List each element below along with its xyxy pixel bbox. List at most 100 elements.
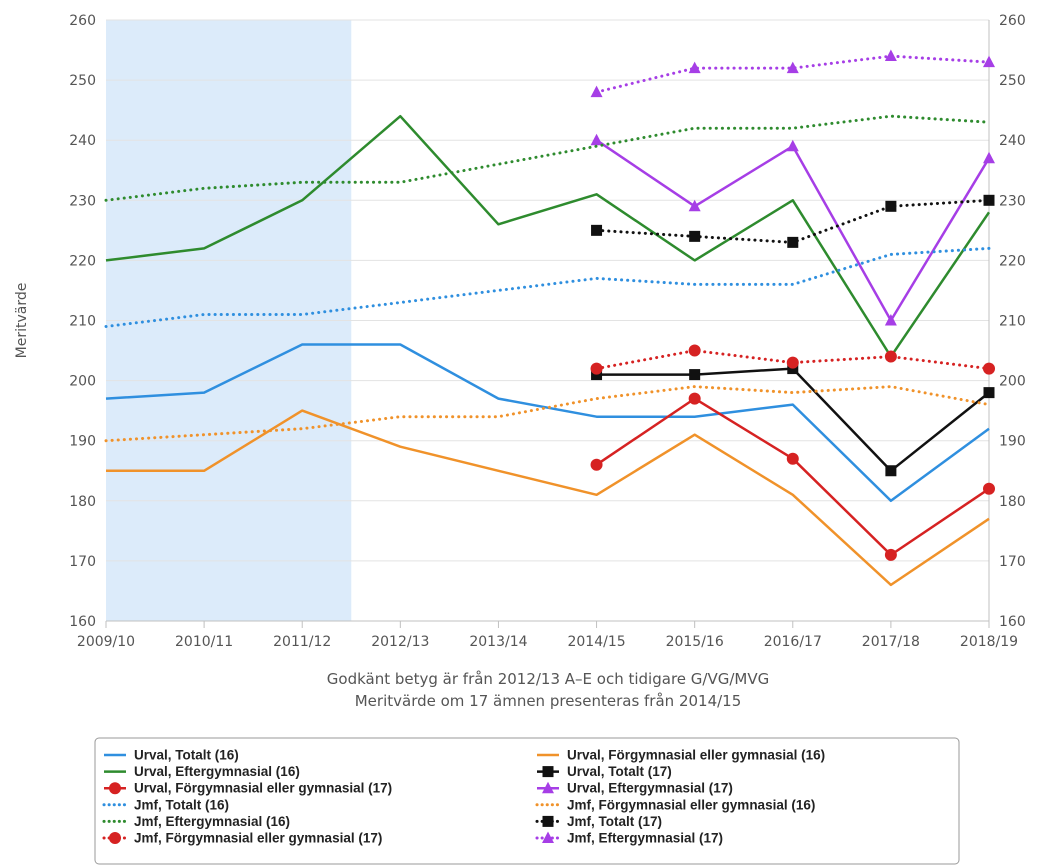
series-4[interactable] bbox=[591, 363, 995, 477]
legend-item[interactable]: Urval, Eftergymnasial (16) bbox=[104, 764, 300, 779]
series-5[interactable] bbox=[590, 392, 995, 561]
series-line[interactable] bbox=[104, 246, 991, 328]
x-tick-label: 2011/12 bbox=[273, 634, 331, 650]
data-point[interactable] bbox=[885, 200, 897, 212]
legend-item[interactable]: Jmf, Eftergymnasial (16) bbox=[102, 814, 290, 829]
series-line[interactable] bbox=[106, 409, 990, 587]
legend-label: Urval, Totalt (16) bbox=[134, 748, 239, 763]
data-point[interactable] bbox=[590, 458, 603, 471]
series-10[interactable] bbox=[591, 194, 995, 248]
data-point[interactable] bbox=[884, 49, 897, 62]
data-point[interactable] bbox=[590, 85, 603, 98]
y-tick-left: 220 bbox=[69, 253, 96, 269]
gridlines bbox=[106, 19, 990, 622]
data-point[interactable] bbox=[884, 548, 897, 561]
legend-item[interactable]: Urval, Förgymnasial eller gymnasial (17) bbox=[104, 781, 392, 796]
data-point[interactable] bbox=[688, 199, 701, 212]
series-line[interactable] bbox=[595, 54, 991, 94]
data-point[interactable] bbox=[590, 362, 603, 375]
data-point[interactable] bbox=[688, 61, 701, 74]
y-tick-right: 230 bbox=[999, 193, 1026, 209]
data-point[interactable] bbox=[688, 392, 701, 405]
x-axis-note-1: Godkänt betyg är från 2012/13 A–E och ti… bbox=[327, 670, 769, 688]
y-tick-left: 210 bbox=[69, 314, 96, 330]
data-point[interactable] bbox=[983, 482, 995, 495]
legend-label: Urval, Förgymnasial eller gymnasial (16) bbox=[567, 748, 825, 763]
data-point[interactable] bbox=[787, 236, 799, 248]
x-tick-label: 2015/16 bbox=[666, 634, 724, 650]
series-line[interactable] bbox=[595, 397, 990, 557]
data-point[interactable] bbox=[591, 224, 603, 236]
legend[interactable]: Urval, Totalt (16) Urval, Förgymnasial el… bbox=[94, 737, 960, 865]
legend-item[interactable]: Jmf, Förgymnasial eller gymnasial (17) bbox=[102, 831, 382, 846]
legend-label: Jmf, Eftergymnasial (16) bbox=[134, 814, 290, 829]
legend-label: Jmf, Totalt (17) bbox=[567, 814, 662, 829]
y-tick-right: 180 bbox=[999, 494, 1026, 510]
legend-item[interactable]: Urval, Totalt (17) bbox=[537, 764, 672, 779]
series-6[interactable] bbox=[590, 133, 995, 326]
data-point[interactable] bbox=[688, 344, 701, 357]
y-tick-left: 240 bbox=[69, 133, 96, 149]
legend-item[interactable]: Jmf, Totalt (17) bbox=[535, 814, 662, 829]
y-tick-right: 260 bbox=[999, 13, 1026, 29]
data-point[interactable] bbox=[884, 314, 897, 326]
data-point[interactable] bbox=[884, 350, 897, 363]
y-tick-right: 190 bbox=[999, 434, 1026, 450]
y-axis-left: 160 170 180 190 200 210 220 230 240 250 260 bbox=[69, 13, 96, 630]
series-line[interactable] bbox=[104, 385, 991, 443]
y-tick-right: 160 bbox=[999, 614, 1026, 630]
series-1[interactable] bbox=[105, 343, 990, 503]
series-line[interactable] bbox=[105, 343, 990, 503]
y-axis-title: Meritvärde bbox=[14, 283, 30, 359]
legend-item[interactable]: Urval, Förgymnasial eller gymnasial (16) bbox=[537, 748, 825, 763]
legend-item[interactable]: Jmf, Eftergymnasial (17) bbox=[535, 831, 723, 846]
legend-marker bbox=[542, 815, 554, 827]
legend-label: Jmf, Förgymnasial eller gymnasial (16) bbox=[567, 797, 815, 812]
y-tick-left: 170 bbox=[69, 554, 96, 570]
legend-marker bbox=[109, 832, 121, 844]
data-point[interactable] bbox=[786, 452, 799, 465]
series-line[interactable] bbox=[595, 139, 991, 322]
series-9[interactable] bbox=[104, 114, 991, 202]
y-tick-left: 250 bbox=[69, 73, 96, 89]
y-tick-left: 160 bbox=[69, 614, 96, 630]
y-tick-right: 250 bbox=[999, 73, 1026, 89]
series-8[interactable] bbox=[104, 385, 991, 443]
series-7[interactable] bbox=[104, 246, 991, 328]
data-point[interactable] bbox=[786, 61, 799, 74]
data-point[interactable] bbox=[983, 55, 995, 68]
x-tick-label: 2012/13 bbox=[371, 634, 429, 650]
data-point[interactable] bbox=[983, 194, 995, 206]
series-layer bbox=[104, 49, 995, 587]
series-line[interactable] bbox=[105, 114, 991, 358]
data-point[interactable] bbox=[885, 465, 897, 477]
data-point[interactable] bbox=[689, 230, 701, 242]
legend-item[interactable]: Urval, Eftergymnasial (17) bbox=[537, 781, 733, 796]
series-line[interactable] bbox=[595, 349, 991, 371]
data-point[interactable] bbox=[591, 369, 603, 381]
legend-label: Urval, Eftergymnasial (17) bbox=[567, 781, 733, 796]
data-point[interactable] bbox=[983, 387, 995, 399]
series-12[interactable] bbox=[590, 49, 995, 98]
data-point[interactable] bbox=[590, 133, 603, 146]
series-line[interactable] bbox=[104, 114, 991, 202]
data-point[interactable] bbox=[689, 369, 701, 381]
y-tick-left: 260 bbox=[69, 13, 96, 29]
series-line[interactable] bbox=[595, 198, 991, 244]
data-point[interactable] bbox=[983, 151, 995, 164]
y-tick-right: 210 bbox=[999, 314, 1026, 330]
series-11[interactable] bbox=[590, 344, 995, 375]
y-tick-left: 190 bbox=[69, 434, 96, 450]
data-point[interactable] bbox=[786, 139, 799, 152]
x-tick-label: 2017/18 bbox=[862, 634, 920, 650]
legend-item[interactable]: Jmf, Förgymnasial eller gymnasial (16) bbox=[535, 797, 815, 812]
data-point[interactable] bbox=[983, 362, 995, 375]
series-2[interactable] bbox=[106, 409, 990, 587]
legend-item[interactable]: Jmf, Totalt (16) bbox=[102, 797, 229, 812]
data-point[interactable] bbox=[787, 363, 799, 375]
series-3[interactable] bbox=[105, 114, 991, 358]
data-point[interactable] bbox=[786, 356, 799, 369]
y-tick-right: 240 bbox=[999, 133, 1026, 149]
y-tick-right: 220 bbox=[999, 253, 1026, 269]
legend-item[interactable]: Urval, Totalt (16) bbox=[104, 748, 239, 763]
